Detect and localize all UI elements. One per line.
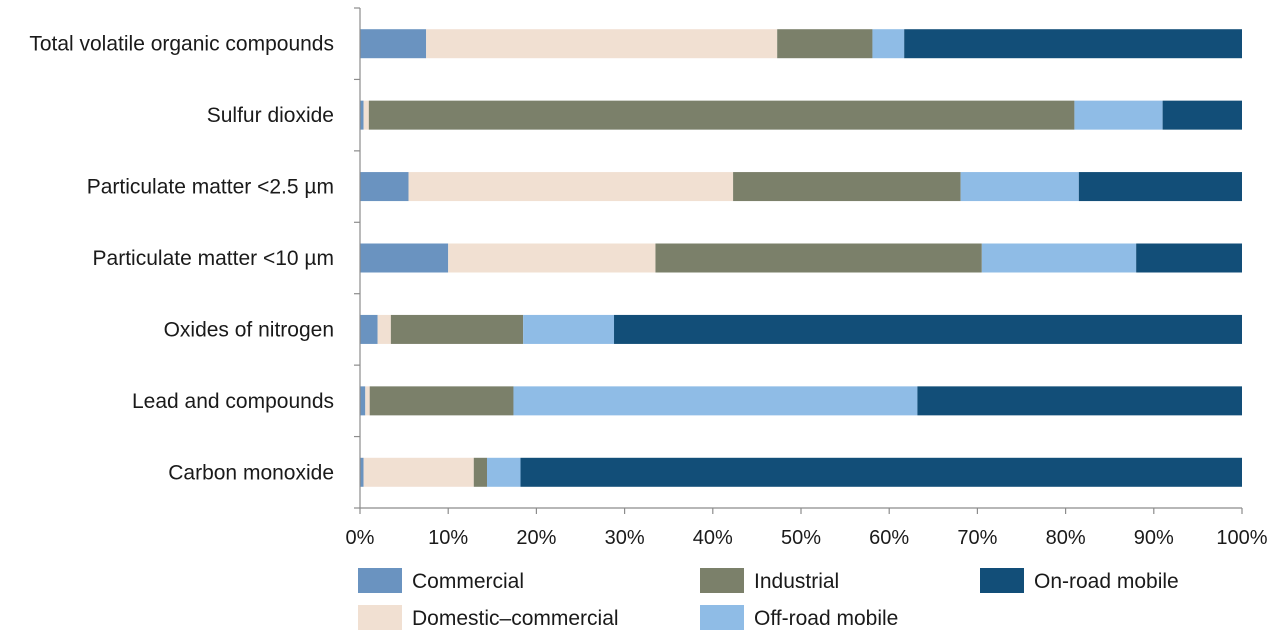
x-tick-label: 30% bbox=[605, 527, 645, 549]
x-tick-label: 90% bbox=[1134, 527, 1174, 549]
bar-segment-3-2 bbox=[408, 172, 734, 202]
legend: Commercial Domestic–commercial Industrial O… bbox=[358, 568, 1179, 630]
bar-segment-7-5 bbox=[520, 457, 1242, 487]
bar-segment-7-4 bbox=[487, 457, 521, 487]
category-label: Particulate matter <10 µm bbox=[93, 247, 334, 270]
bar-segment-5-1 bbox=[360, 314, 378, 344]
legend-label-5: On-road mobile bbox=[1034, 570, 1179, 593]
bar-segment-7-3 bbox=[473, 457, 488, 487]
legend-label-1: Commercial bbox=[412, 570, 524, 593]
x-tick-label: 40% bbox=[693, 527, 733, 549]
bar-segment-6-2 bbox=[365, 386, 370, 416]
bar-segment-2-5 bbox=[1162, 100, 1242, 130]
x-tick-label: 20% bbox=[516, 527, 556, 549]
bar-segment-4-5 bbox=[1136, 243, 1242, 273]
legend-swatch-4 bbox=[700, 605, 744, 630]
bar-segment-3-4 bbox=[960, 172, 1079, 202]
bar-segment-4-2 bbox=[448, 243, 656, 273]
x-tick-label: 80% bbox=[1046, 527, 1086, 549]
bar-segment-6-4 bbox=[513, 386, 918, 416]
category-label: Carbon monoxide bbox=[168, 461, 334, 484]
bar-segment-4-4 bbox=[981, 243, 1137, 273]
category-labels: Total volatile organic compounds Sulfur d… bbox=[29, 33, 334, 485]
bar-segment-2-2 bbox=[363, 100, 369, 130]
bar-segment-7-1 bbox=[360, 457, 364, 487]
bar-segment-1-5 bbox=[904, 29, 1242, 59]
bar-segment-5-2 bbox=[377, 314, 391, 344]
category-label: Particulate matter <2.5 µm bbox=[87, 176, 334, 199]
bar-segment-3-3 bbox=[733, 172, 961, 202]
bar-segment-4-3 bbox=[655, 243, 982, 273]
legend-swatch-5 bbox=[980, 568, 1024, 593]
bar-segment-3-1 bbox=[360, 172, 409, 202]
x-tick-labels: 0% 10% 20% 30% 40% 50% 60% 70% 80% 90% 100% bbox=[346, 527, 1268, 549]
legend-label-4: Off-road mobile bbox=[754, 607, 898, 630]
bar-segment-1-2 bbox=[426, 29, 778, 59]
bar-segment-2-1 bbox=[360, 100, 364, 130]
bar-segment-4-1 bbox=[360, 243, 449, 273]
bar-segment-5-4 bbox=[523, 314, 615, 344]
category-label: Lead and compounds bbox=[132, 390, 334, 413]
x-tick-label: 70% bbox=[957, 527, 997, 549]
bar-segment-6-1 bbox=[360, 386, 366, 416]
x-tick-label: 60% bbox=[869, 527, 909, 549]
category-label: Oxides of nitrogen bbox=[164, 318, 334, 341]
bar-segment-6-3 bbox=[369, 386, 514, 416]
bar-segment-3-5 bbox=[1078, 172, 1242, 202]
bar-segment-6-5 bbox=[917, 386, 1242, 416]
bar-segment-1-1 bbox=[360, 29, 427, 59]
bar-segment-1-4 bbox=[872, 29, 905, 59]
x-tick-label: 100% bbox=[1216, 527, 1267, 549]
category-label: Sulfur dioxide bbox=[207, 104, 334, 127]
legend-swatch-1 bbox=[358, 568, 402, 593]
axes-layer bbox=[354, 7, 1243, 514]
legend-swatch-2 bbox=[358, 605, 402, 630]
legend-swatch-3 bbox=[700, 568, 744, 593]
x-tick-label: 50% bbox=[781, 527, 821, 549]
bars-layer bbox=[360, 29, 1242, 487]
category-label: Total volatile organic compounds bbox=[29, 33, 334, 56]
bar-segment-7-2 bbox=[363, 457, 474, 487]
legend-label-3: Industrial bbox=[754, 570, 839, 593]
x-tick-label: 0% bbox=[346, 527, 375, 549]
bar-segment-1-3 bbox=[777, 29, 873, 59]
bar-segment-5-5 bbox=[614, 314, 1242, 344]
legend-label-2: Domestic–commercial bbox=[412, 607, 619, 630]
bar-segment-5-3 bbox=[390, 314, 524, 344]
bar-segment-2-4 bbox=[1074, 100, 1163, 130]
x-tick-label: 10% bbox=[428, 527, 468, 549]
bar-segment-2-3 bbox=[368, 100, 1075, 130]
